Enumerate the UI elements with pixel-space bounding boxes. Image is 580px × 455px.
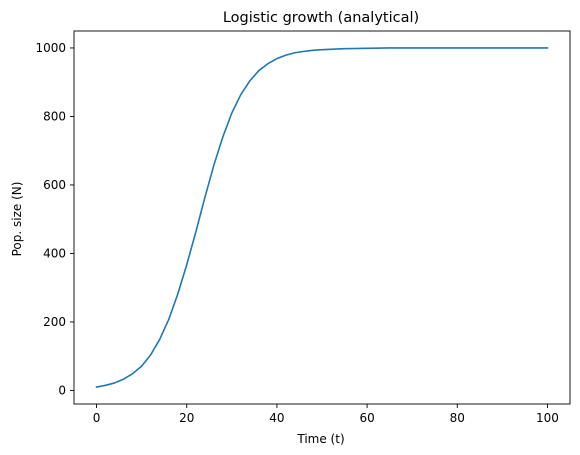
- plot-area: [73, 30, 571, 405]
- x-tick-label: 60: [359, 411, 374, 425]
- x-axis-ticks: 0 20 40 60 80 100: [93, 404, 559, 425]
- x-axis-label: Time (t): [296, 432, 344, 446]
- x-tick-label: 40: [269, 411, 284, 425]
- y-tick-label: 200: [43, 315, 66, 329]
- y-tick-label: 800: [43, 109, 66, 123]
- y-tick-label: 600: [43, 178, 66, 192]
- y-axis-ticks: 0 200 400 600 800 1000: [35, 41, 74, 397]
- series-line-1: [95, 47, 549, 388]
- x-tick-label: 0: [93, 411, 101, 425]
- y-tick-label: 0: [58, 383, 66, 397]
- x-tick-label: 80: [450, 411, 465, 425]
- chart-title: Logistic growth (analytical): [223, 10, 419, 26]
- plot-frame: [73, 30, 571, 405]
- x-tick-label: 20: [179, 411, 194, 425]
- x-tick-label: 100: [536, 411, 559, 425]
- y-tick-label: 400: [43, 246, 66, 260]
- y-axis-label: Pop. size (N): [10, 182, 24, 257]
- y-tick-label: 1000: [35, 41, 66, 55]
